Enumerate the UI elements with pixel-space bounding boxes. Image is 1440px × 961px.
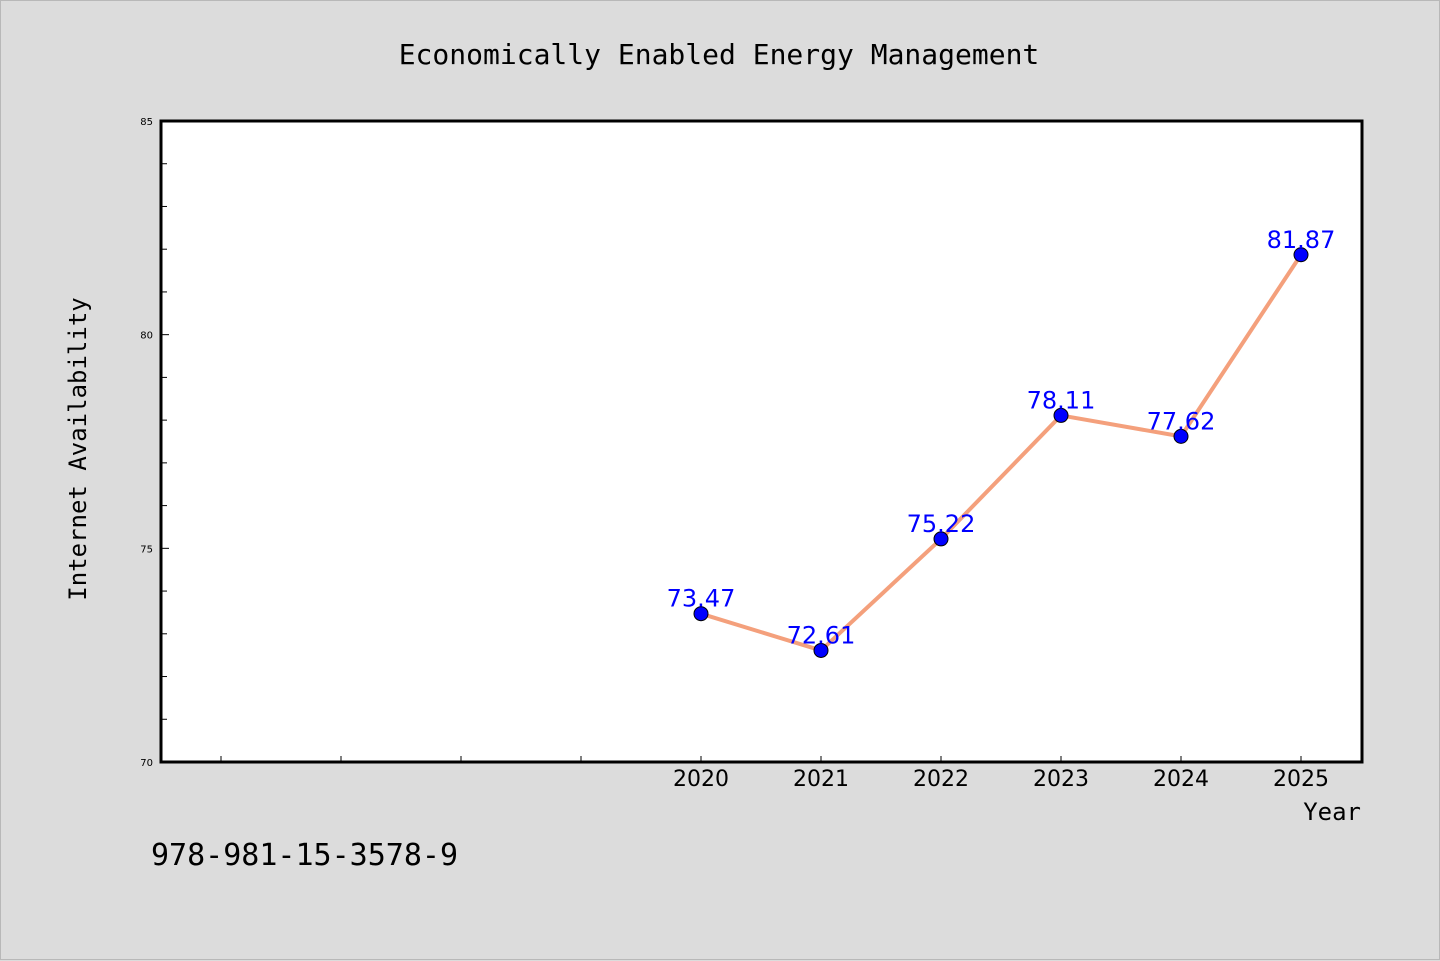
data-point — [813, 642, 829, 658]
x-axis-label: Year — [1303, 798, 1361, 826]
y-axis: 70 75 80 85 — [140, 117, 169, 769]
x-tick-label: 2021 — [793, 767, 849, 792]
data-point — [933, 531, 949, 547]
data-points — [693, 247, 1309, 658]
data-labels: 73.47 72.61 75.22 78.11 77.62 81.87 — [667, 226, 1336, 650]
data-point — [1293, 247, 1309, 263]
x-tick-label: 2025 — [1273, 767, 1329, 792]
x-tick-label: 2022 — [913, 767, 969, 792]
data-point — [1173, 428, 1189, 444]
x-axis: 2020 2021 2022 2023 2024 2025 — [220, 756, 1329, 792]
x-tick-label: 2023 — [1033, 767, 1089, 792]
isbn-text: 978-981-15-3578-9 — [151, 838, 458, 873]
data-label: 78.11 — [1027, 386, 1096, 414]
data-point — [693, 606, 709, 622]
data-label: 73.47 — [667, 585, 736, 613]
data-point — [1053, 407, 1069, 423]
y-tick-label: 75 — [140, 544, 153, 555]
y-tick-label: 85 — [140, 117, 153, 128]
y-tick-label: 70 — [140, 758, 153, 769]
series-line-group — [699, 252, 1303, 653]
data-label: 72.61 — [787, 621, 856, 649]
y-tick-label: 80 — [140, 331, 153, 342]
y-axis-label: Internet Availability — [64, 297, 92, 600]
series-line — [699, 252, 1303, 653]
data-label: 81.87 — [1267, 226, 1336, 254]
data-label: 77.62 — [1147, 407, 1216, 435]
data-label: 75.22 — [907, 510, 976, 538]
x-tick-label: 2024 — [1153, 767, 1209, 792]
chart-title: Economically Enabled Energy Management — [399, 38, 1040, 71]
x-tick-label: 2020 — [673, 767, 729, 792]
plot-area — [159, 119, 1364, 764]
